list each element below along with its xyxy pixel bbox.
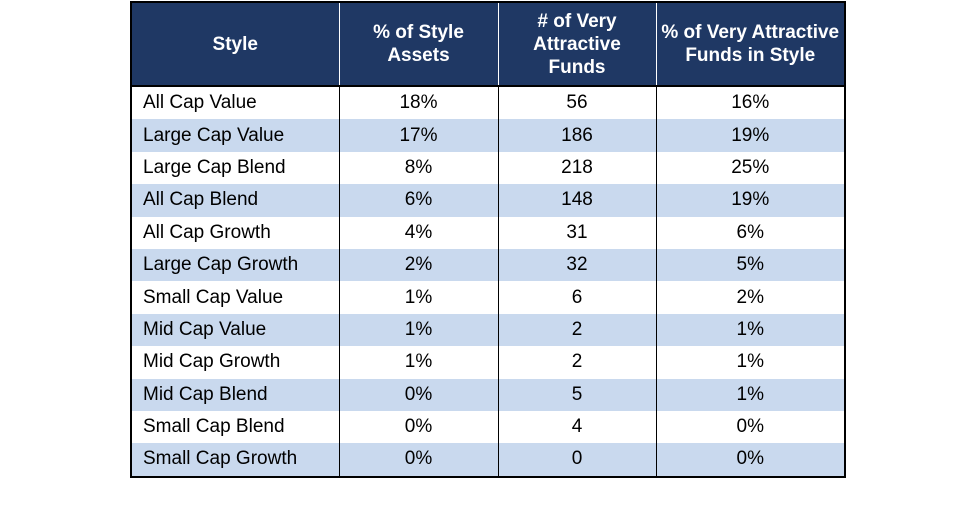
cell-num-funds: 0 xyxy=(497,443,657,478)
cell-pct-in-style: 0% xyxy=(655,410,846,444)
cell-num-funds: 218 xyxy=(497,151,657,185)
table-body: All Cap Value 18% 56 16% Large Cap Value 17% 1… xyxy=(130,86,846,478)
table-row: Small Cap Blend 0% 4 0% xyxy=(130,410,846,444)
table-row: All Cap Value 18% 56 16% xyxy=(130,86,846,120)
cell-pct-style-assets: 0% xyxy=(338,443,499,478)
table-row: Large Cap Value 17% 186 19% xyxy=(130,119,846,152)
table-row: Mid Cap Value 1% 2 1% xyxy=(130,313,846,347)
style-funds-table: Style % of Style Assets # of Very Attrac… xyxy=(130,1,846,478)
table-row: Mid Cap Growth 1% 2 1% xyxy=(130,346,846,379)
cell-style: Mid Cap Value xyxy=(130,313,340,347)
table-header: Style % of Style Assets # of Very Attrac… xyxy=(130,1,846,87)
cell-style: Small Cap Growth xyxy=(130,443,340,478)
cell-pct-in-style: 1% xyxy=(655,313,846,347)
table-row: Large Cap Growth 2% 32 5% xyxy=(130,248,846,282)
cell-style: Small Cap Blend xyxy=(130,410,340,444)
cell-num-funds: 31 xyxy=(497,216,657,249)
table-row: Small Cap Value 1% 6 2% xyxy=(130,281,846,314)
cell-num-funds: 148 xyxy=(497,184,657,217)
cell-pct-in-style: 6% xyxy=(655,216,846,249)
cell-style: All Cap Blend xyxy=(130,184,340,217)
cell-pct-in-style: 19% xyxy=(655,184,846,217)
cell-pct-in-style: 5% xyxy=(655,248,846,282)
cell-pct-in-style: 2% xyxy=(655,281,846,314)
cell-style: Large Cap Growth xyxy=(130,248,340,282)
cell-pct-style-assets: 1% xyxy=(338,281,499,314)
cell-pct-style-assets: 18% xyxy=(338,86,499,120)
cell-pct-style-assets: 0% xyxy=(338,410,499,444)
header-pct-style-assets: % of Style Assets xyxy=(338,1,499,87)
cell-style: Large Cap Value xyxy=(130,119,340,152)
cell-style: Mid Cap Growth xyxy=(130,346,340,379)
cell-pct-style-assets: 1% xyxy=(338,346,499,379)
header-pct-very-attractive-in-style: % of Very Attractive Funds in Style xyxy=(655,1,846,87)
cell-pct-style-assets: 17% xyxy=(338,119,499,152)
cell-pct-style-assets: 2% xyxy=(338,248,499,282)
cell-num-funds: 32 xyxy=(497,248,657,282)
cell-pct-in-style: 19% xyxy=(655,119,846,152)
cell-pct-in-style: 25% xyxy=(655,151,846,185)
table-row: All Cap Blend 6% 148 19% xyxy=(130,184,846,217)
cell-pct-style-assets: 1% xyxy=(338,313,499,347)
cell-pct-style-assets: 4% xyxy=(338,216,499,249)
cell-style: All Cap Growth xyxy=(130,216,340,249)
header-num-very-attractive-funds: # of Very Attractive Funds xyxy=(497,1,657,87)
table-row: Small Cap Growth 0% 0 0% xyxy=(130,443,846,478)
cell-pct-in-style: 0% xyxy=(655,443,846,478)
cell-pct-in-style: 1% xyxy=(655,346,846,379)
style-table-container: Style % of Style Assets # of Very Attrac… xyxy=(130,1,846,478)
cell-num-funds: 2 xyxy=(497,346,657,379)
table-row: All Cap Growth 4% 31 6% xyxy=(130,216,846,249)
cell-style: All Cap Value xyxy=(130,86,340,120)
cell-pct-style-assets: 8% xyxy=(338,151,499,185)
cell-style: Small Cap Value xyxy=(130,281,340,314)
header-style: Style xyxy=(130,1,340,87)
cell-pct-style-assets: 0% xyxy=(338,378,499,411)
cell-num-funds: 4 xyxy=(497,410,657,444)
cell-style: Large Cap Blend xyxy=(130,151,340,185)
cell-num-funds: 6 xyxy=(497,281,657,314)
cell-pct-style-assets: 6% xyxy=(338,184,499,217)
cell-num-funds: 56 xyxy=(497,86,657,120)
table-row: Large Cap Blend 8% 218 25% xyxy=(130,151,846,185)
cell-num-funds: 5 xyxy=(497,378,657,411)
cell-num-funds: 186 xyxy=(497,119,657,152)
cell-style: Mid Cap Blend xyxy=(130,378,340,411)
cell-num-funds: 2 xyxy=(497,313,657,347)
header-row: Style % of Style Assets # of Very Attrac… xyxy=(130,1,846,87)
table-row: Mid Cap Blend 0% 5 1% xyxy=(130,378,846,411)
cell-pct-in-style: 1% xyxy=(655,378,846,411)
cell-pct-in-style: 16% xyxy=(655,86,846,120)
